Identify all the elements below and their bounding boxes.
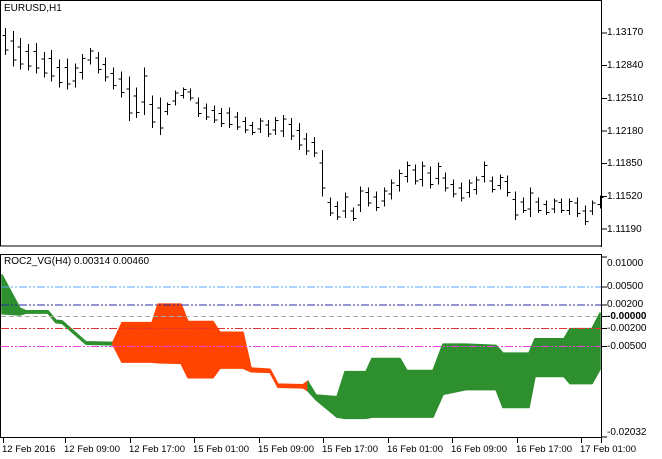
time-axis-label: 16 Feb 01:00	[387, 444, 443, 455]
time-axis-label: 15 Feb 17:00	[322, 444, 378, 455]
time-axis-label: 15 Feb 09:00	[258, 444, 314, 455]
time-axis-label: 16 Feb 09:00	[451, 444, 507, 455]
indicator-label: ROC2_VG(H4) 0.00314 0.00460	[4, 256, 150, 267]
time-axis-label: 15 Feb 01:00	[193, 444, 249, 455]
price-axis-label: 1.12840	[607, 60, 644, 71]
time-axis-label: 16 Feb 17:00	[516, 444, 572, 455]
time-axis-label: 12 Feb 2016	[2, 444, 56, 455]
indicator-axis-label: -0.00500	[607, 341, 647, 352]
price-axis-label: 1.13170	[607, 27, 644, 38]
indicator-axis-label: 0.00200	[607, 299, 644, 310]
price-axis-label: 1.12510	[607, 93, 644, 104]
price-axis-label: 1.11850	[607, 158, 643, 169]
time-axis-label: 17 Feb 01:00	[580, 444, 636, 455]
price-axis-label: 1.11190	[607, 224, 642, 235]
indicator-axis-label: -0.00000	[607, 311, 647, 322]
panel-splitter[interactable]	[0, 247, 602, 254]
price-axis-label: 1.12180	[607, 126, 644, 137]
time-axis-label: 12 Feb 17:00	[129, 444, 185, 455]
indicator-axis-label: -0.02032	[607, 427, 647, 438]
indicator-axis-label: 0.01000	[607, 258, 644, 269]
indicator-axis-label: 0.00500	[607, 281, 644, 292]
price-axis-label: 1.11520	[607, 191, 643, 202]
indicator-axis-label: -0.00200	[607, 323, 647, 334]
time-axis-label: 12 Feb 09:00	[64, 444, 120, 455]
symbol-period-label: EURUSD,H1	[4, 3, 62, 14]
